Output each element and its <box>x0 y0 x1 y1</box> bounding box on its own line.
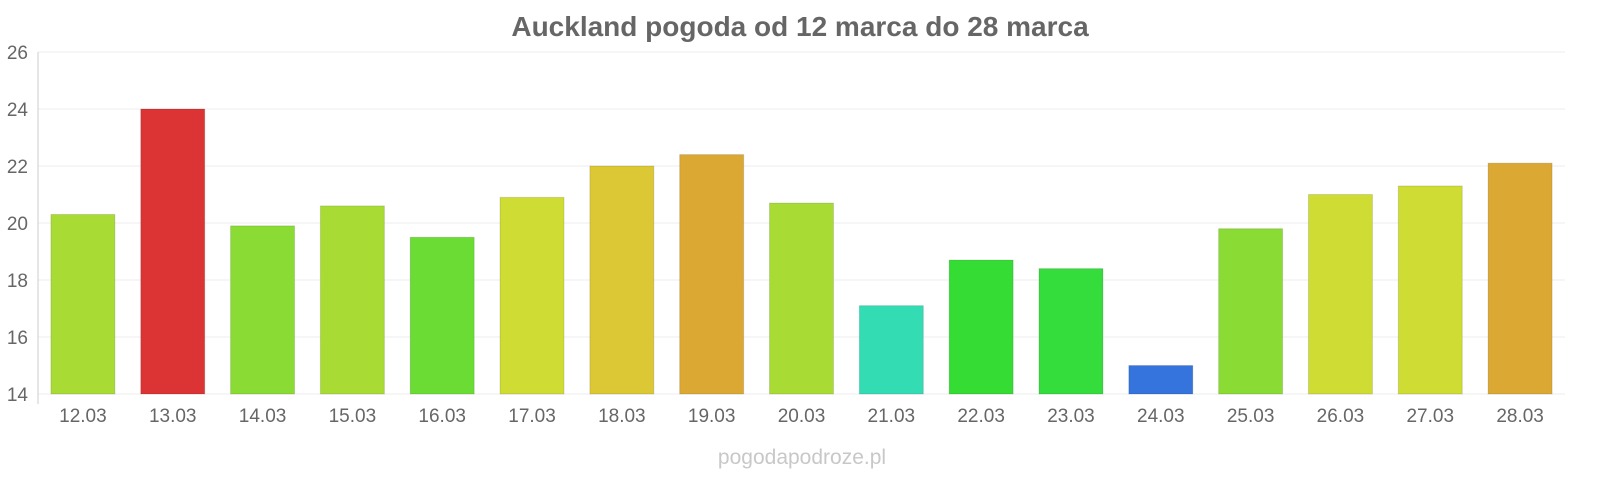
x-tick-label: 22.03 <box>957 406 1005 427</box>
bar-24.03 <box>1128 365 1194 395</box>
bar-14.03 <box>230 225 296 395</box>
bar-20.03 <box>769 202 834 395</box>
bar-28.03 <box>1487 162 1553 395</box>
x-tick-label: 21.03 <box>868 406 916 427</box>
x-tick-label: 19.03 <box>688 406 736 427</box>
bar-25.03 <box>1218 228 1284 395</box>
bar-21.03 <box>858 305 924 395</box>
x-tick-label: 14.03 <box>239 406 287 427</box>
x-tick-label: 16.03 <box>418 406 466 427</box>
bar-17.03 <box>499 196 565 395</box>
bar-13.03 <box>140 108 206 395</box>
y-tick-label: 26 <box>7 43 28 64</box>
x-tick-label: 23.03 <box>1047 406 1095 427</box>
y-tick-label: 16 <box>7 328 28 349</box>
watermark: pogodapodroze.pl <box>718 446 886 469</box>
y-axis: 14 16 18 20 22 24 26 <box>7 43 39 406</box>
y-tick-label: 18 <box>7 271 28 292</box>
bar-23.03 <box>1038 268 1104 395</box>
x-tick-label: 15.03 <box>329 406 377 427</box>
bars <box>50 108 1553 395</box>
bar-16.03 <box>409 236 475 395</box>
y-tick-label: 20 <box>7 214 28 235</box>
bar-22.03 <box>948 259 1014 395</box>
chart-title: Auckland pogoda od 12 marca do 28 marca <box>511 11 1089 42</box>
x-tick-label: 17.03 <box>508 406 556 427</box>
bar-12.03 <box>50 213 116 395</box>
bar-18.03 <box>589 165 655 395</box>
y-tick-label: 22 <box>7 157 28 178</box>
x-tick-label: 13.03 <box>149 406 197 427</box>
x-tick-label: 24.03 <box>1137 406 1185 427</box>
x-tick-label: 28.03 <box>1496 406 1544 427</box>
bar-27.03 <box>1397 185 1463 395</box>
x-tick-label: 26.03 <box>1317 406 1365 427</box>
bar-15.03 <box>319 205 385 395</box>
x-tick-label: 25.03 <box>1227 406 1275 427</box>
bar-19.03 <box>679 154 745 395</box>
x-tick-label: 18.03 <box>598 406 646 427</box>
x-tick-label: 20.03 <box>778 406 826 427</box>
y-tick-label: 24 <box>7 100 29 121</box>
bar-26.03 <box>1307 194 1373 395</box>
x-tick-label: 12.03 <box>59 406 107 427</box>
x-axis-labels: 12.03 13.03 14.03 15.03 16.03 17.03 18.03 19.03… <box>59 406 1544 427</box>
x-tick-label: 27.03 <box>1406 406 1454 427</box>
y-tick-label: 14 <box>7 385 29 406</box>
